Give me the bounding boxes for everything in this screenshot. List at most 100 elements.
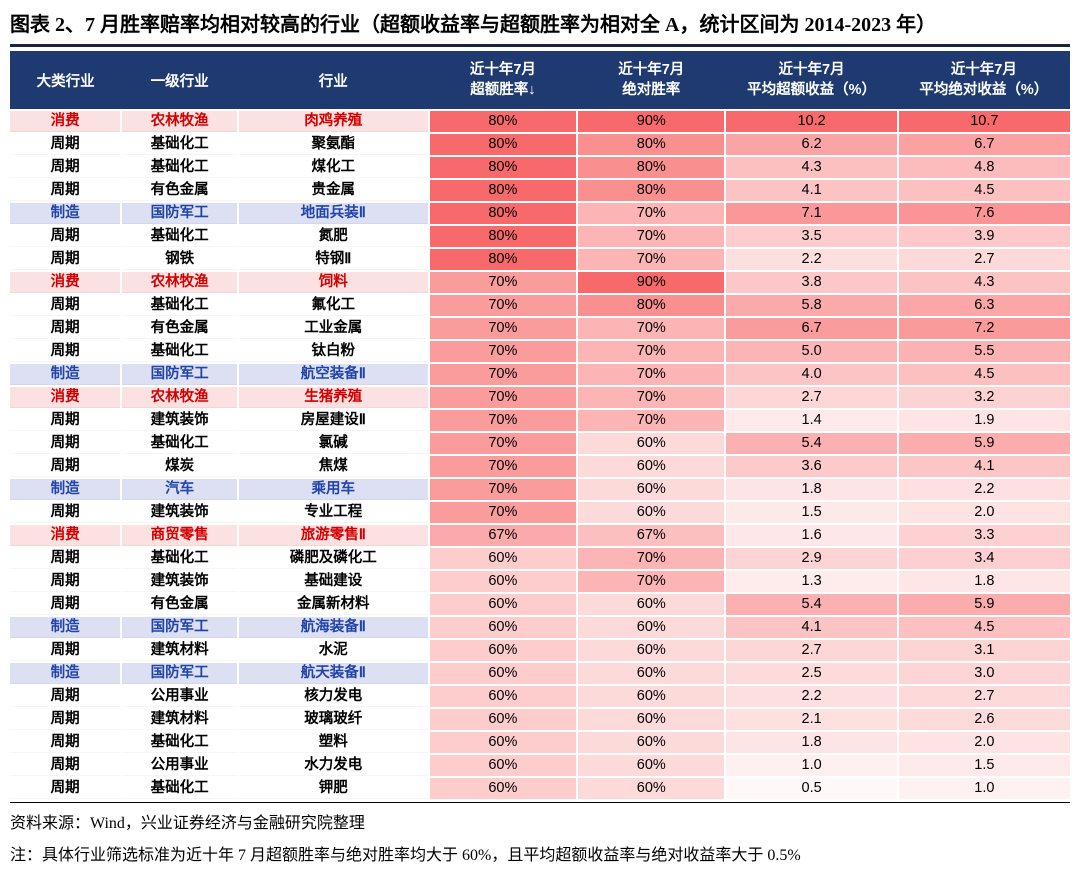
table-row: 周期 基础化工 塑料 60% 60% 1.8 2.0 (10, 731, 1070, 755)
table-body: 消费 农林牧渔 肉鸡养殖 80% 90% 10.2 10.7 周期 基础化工 聚氨酯 80% 80% 6… (10, 110, 1070, 801)
cell-excess-ret: 0.5 (725, 777, 899, 801)
cell-excess-ret: 2.9 (725, 547, 899, 571)
cell-abs-win: 70% (577, 547, 727, 571)
cell-abs-win: 70% (577, 363, 727, 387)
cell-abs-ret: 3.2 (897, 386, 1070, 410)
cell-abs-win: 60% (577, 731, 727, 755)
cell-abs-win: 80% (577, 156, 727, 180)
cell-abs-win: 60% (577, 708, 727, 732)
cell-industry: 工业金属 (237, 317, 430, 341)
cell-abs-win: 60% (577, 685, 727, 709)
cell-excess-ret: 1.3 (725, 570, 899, 594)
cell-excess-ret: 4.1 (725, 179, 899, 203)
table-header: 大类行业 一级行业 行业 近十年7月 超额胜率↓ 近十年7月 绝对胜率 近十年7… (10, 51, 1070, 111)
table-row: 周期 基础化工 聚氨酯 80% 80% 6.2 6.7 (10, 133, 1070, 157)
cell-abs-ret: 7.2 (897, 317, 1070, 341)
cell-excess-win: 80% (428, 133, 579, 157)
source-note: 资料来源：Wind，兴业证券经济与金融研究院整理 (10, 815, 365, 832)
cell-level1-industry: 国防军工 (121, 616, 239, 640)
cell-industry: 航空装备Ⅱ (237, 363, 430, 387)
header-row: 大类行业 一级行业 行业 近十年7月 超额胜率↓ 近十年7月 绝对胜率 近十年7… (10, 51, 1070, 111)
cell-excess-ret: 6.7 (725, 317, 899, 341)
cell-abs-win: 70% (577, 248, 727, 272)
cell-abs-ret: 2.0 (897, 501, 1070, 525)
cell-abs-ret: 5.9 (897, 432, 1070, 456)
cell-abs-ret: 6.3 (897, 294, 1070, 318)
cell-category: 周期 (10, 317, 123, 341)
cell-category: 制造 (10, 616, 123, 640)
cell-category: 消费 (10, 386, 123, 410)
cell-abs-win: 90% (577, 271, 727, 295)
table-row: 周期 有色金属 贵金属 80% 80% 4.1 4.5 (10, 179, 1070, 203)
table-row: 周期 建筑材料 水泥 60% 60% 2.7 3.1 (10, 639, 1070, 663)
cell-abs-ret: 4.8 (897, 156, 1070, 180)
cell-industry: 聚氨酯 (237, 133, 430, 157)
table-row: 制造 国防军工 航海装备Ⅱ 60% 60% 4.1 4.5 (10, 616, 1070, 640)
cell-excess-win: 70% (428, 294, 579, 318)
cell-abs-win: 60% (577, 455, 727, 479)
cell-excess-ret: 10.2 (725, 110, 899, 134)
cell-excess-win: 80% (428, 248, 579, 272)
header-line1: 近十年7月 (950, 62, 1017, 78)
cell-level1-industry: 基础化工 (121, 432, 239, 456)
cell-excess-win: 60% (428, 708, 579, 732)
table-row: 周期 煤炭 焦煤 70% 60% 3.6 4.1 (10, 455, 1070, 479)
header-line2: 平均绝对收益（%） (919, 82, 1049, 98)
cell-excess-ret: 5.4 (725, 432, 899, 456)
cell-category: 制造 (10, 478, 123, 502)
header-line2: 超额胜率↓ (470, 82, 536, 98)
table-row: 周期 有色金属 工业金属 70% 70% 6.7 7.2 (10, 317, 1070, 341)
cell-excess-win: 80% (428, 225, 579, 249)
cell-industry: 生猪养殖 (237, 386, 430, 410)
cell-level1-industry: 商贸零售 (121, 524, 239, 548)
cell-industry: 核力发电 (237, 685, 430, 709)
table-row: 周期 基础化工 氟化工 70% 80% 5.8 6.3 (10, 294, 1070, 318)
cell-excess-ret: 2.5 (725, 662, 899, 686)
table-row: 制造 国防军工 航天装备Ⅱ 60% 60% 2.5 3.0 (10, 662, 1070, 686)
table-row: 周期 钢铁 特钢Ⅱ 80% 70% 2.2 2.7 (10, 248, 1070, 272)
cell-level1-industry: 有色金属 (121, 593, 239, 617)
cell-category: 消费 (10, 271, 123, 295)
cell-level1-industry: 有色金属 (121, 179, 239, 203)
filter-note: 注：具体行业筛选标准为近十年 7 月超额胜率与绝对胜率均大于 60%，且平均超额… (10, 847, 801, 864)
table-row: 消费 商贸零售 旅游零售Ⅱ 67% 67% 1.6 3.3 (10, 524, 1070, 548)
cell-industry: 旅游零售Ⅱ (237, 524, 430, 548)
cell-abs-ret: 4.3 (897, 271, 1070, 295)
cell-level1-industry: 基础化工 (121, 547, 239, 571)
header-label: 大类行业 (36, 73, 95, 90)
table-row: 消费 农林牧渔 肉鸡养殖 80% 90% 10.2 10.7 (10, 110, 1070, 134)
cell-excess-win: 70% (428, 363, 579, 387)
cell-excess-ret: 4.0 (725, 363, 899, 387)
cell-excess-ret: 5.0 (725, 340, 899, 364)
cell-excess-win: 80% (428, 110, 579, 134)
table-row: 周期 基础化工 钾肥 60% 60% 0.5 1.0 (10, 777, 1070, 801)
cell-abs-ret: 1.8 (897, 570, 1070, 594)
cell-excess-ret: 6.2 (725, 133, 899, 157)
cell-abs-win: 80% (577, 133, 727, 157)
cell-category: 周期 (10, 455, 123, 479)
cell-industry: 金属新材料 (237, 593, 430, 617)
cell-level1-industry: 煤炭 (121, 455, 239, 479)
cell-level1-industry: 基础化工 (121, 777, 239, 801)
cell-industry: 乘用车 (237, 478, 430, 502)
cell-excess-win: 70% (428, 455, 579, 479)
cell-level1-industry: 汽车 (121, 478, 239, 502)
cell-abs-ret: 3.3 (897, 524, 1070, 548)
cell-abs-ret: 3.9 (897, 225, 1070, 249)
cell-industry: 塑料 (237, 731, 430, 755)
cell-excess-ret: 4.3 (725, 156, 899, 180)
cell-excess-win: 67% (428, 524, 579, 548)
table-row: 制造 国防军工 地面兵装Ⅱ 80% 70% 7.1 7.6 (10, 202, 1070, 226)
header-line1: 近十年7月 (469, 62, 536, 78)
industry-heatmap-table: 大类行业 一级行业 行业 近十年7月 超额胜率↓ 近十年7月 绝对胜率 近十年7… (10, 51, 1070, 801)
cell-level1-industry: 基础化工 (121, 225, 239, 249)
cell-excess-win: 70% (428, 317, 579, 341)
cell-excess-ret: 1.5 (725, 501, 899, 525)
cell-excess-ret: 5.4 (725, 593, 899, 617)
col-header-category: 大类行业 (10, 51, 122, 111)
cell-abs-ret: 4.5 (897, 616, 1070, 640)
col-header-level1: 一级行业 (121, 51, 238, 111)
cell-excess-ret: 2.2 (725, 248, 899, 272)
table-row: 消费 农林牧渔 饲料 70% 90% 3.8 4.3 (10, 271, 1070, 295)
cell-abs-win: 60% (577, 616, 727, 640)
